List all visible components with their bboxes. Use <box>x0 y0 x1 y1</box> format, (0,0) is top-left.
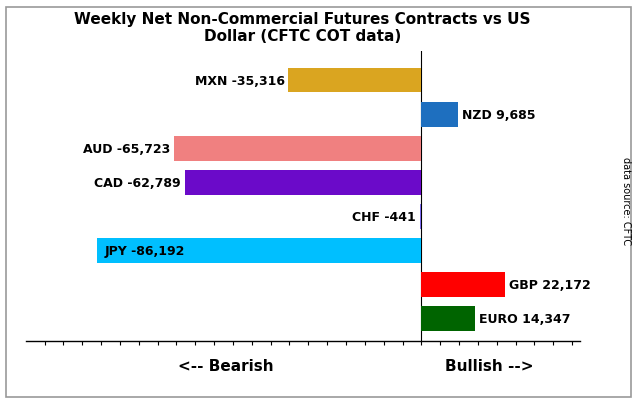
Text: CHF -441: CHF -441 <box>352 211 416 223</box>
Bar <box>174 137 421 161</box>
Title: Weekly Net Non-Commercial Futures Contracts vs US
Dollar (CFTC COT data): Weekly Net Non-Commercial Futures Contra… <box>75 12 531 44</box>
Text: CAD -62,789: CAD -62,789 <box>95 176 181 189</box>
Bar <box>421 273 505 297</box>
Text: GBP 22,172: GBP 22,172 <box>509 278 591 291</box>
Text: MXN -35,316: MXN -35,316 <box>194 75 285 87</box>
Text: <-- Bearish: <-- Bearish <box>178 358 273 373</box>
Bar <box>185 171 421 195</box>
Bar <box>289 69 421 93</box>
Bar <box>421 306 475 331</box>
Text: AUD -65,723: AUD -65,723 <box>82 142 170 156</box>
Bar <box>421 103 458 127</box>
Text: JPY -86,192: JPY -86,192 <box>104 244 185 257</box>
Text: NZD 9,685: NZD 9,685 <box>462 109 535 122</box>
Text: data source: CFTC: data source: CFTC <box>621 156 632 245</box>
Text: EURO 14,347: EURO 14,347 <box>479 312 571 325</box>
Text: Bullish -->: Bullish --> <box>445 358 533 373</box>
Bar <box>420 205 421 229</box>
Bar <box>97 239 421 263</box>
